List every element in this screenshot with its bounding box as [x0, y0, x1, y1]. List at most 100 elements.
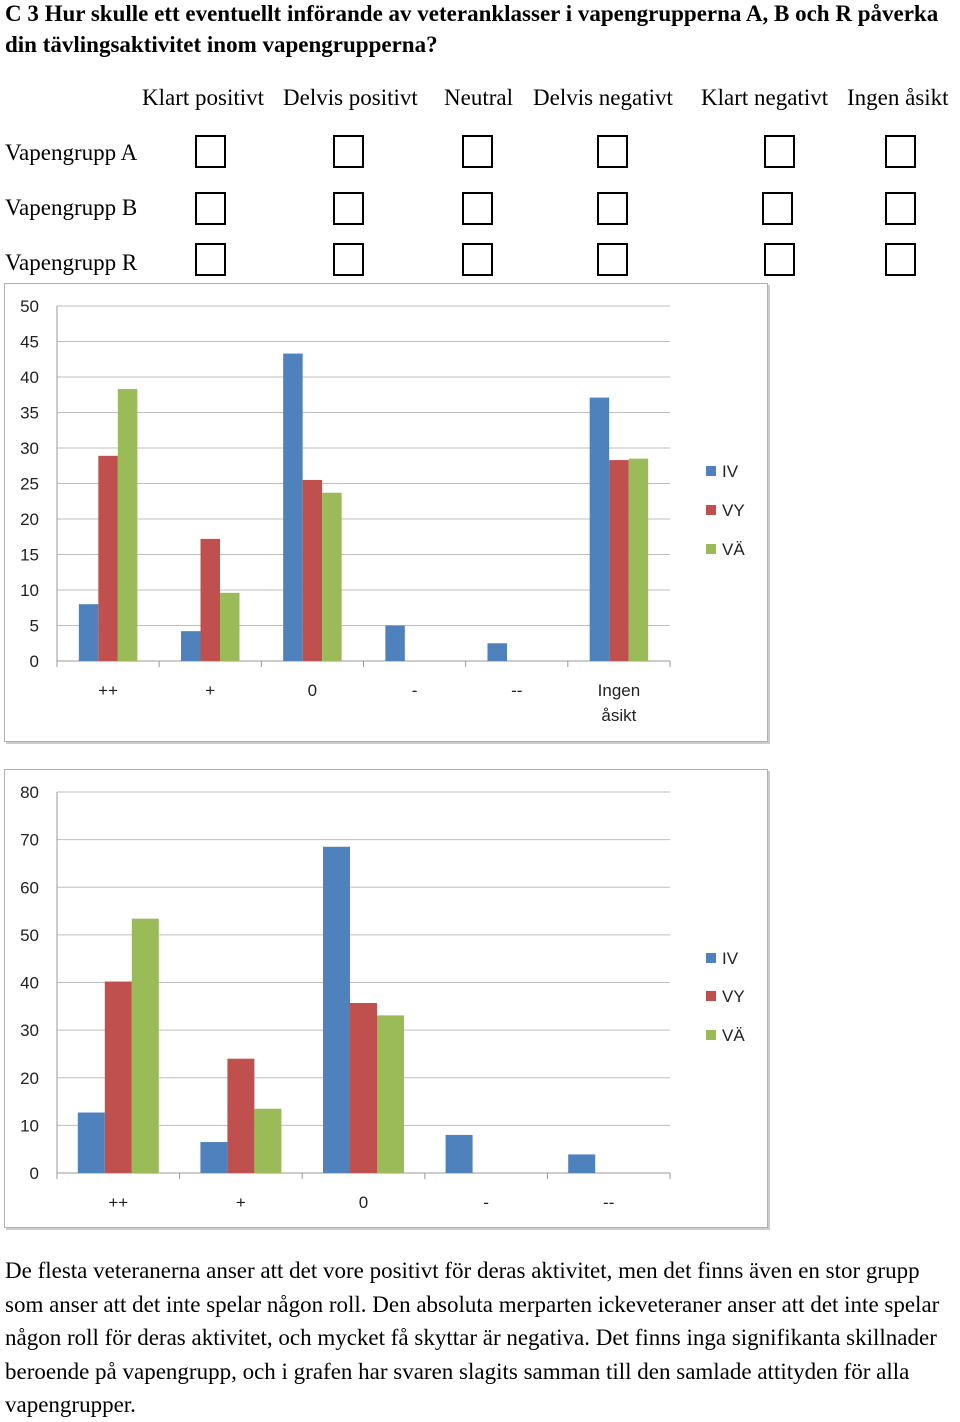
checkbox-b-klart-positivt[interactable]	[195, 192, 226, 225]
y-tick-label: 30	[20, 439, 39, 458]
row-label-vapengrupp-r: Vapengrupp R	[5, 250, 138, 275]
checkbox-a-ingen-asikt[interactable]	[885, 135, 916, 168]
y-tick-label: 5	[30, 617, 39, 636]
bar-chart-by-group: 0 5 10 15 20 25 30 35 40 45 50 ++ +0- -- Ingen åsikt IV V…	[4, 283, 768, 742]
checkbox-r-ingen-asikt[interactable]	[885, 243, 916, 276]
y-tick-label: 45	[20, 333, 39, 352]
y-tick-label: 40	[20, 974, 39, 993]
y-tick-label: 10	[20, 581, 39, 600]
bar-iv-4	[487, 643, 507, 661]
x-category-label: -	[483, 1193, 489, 1212]
x-category-label: -	[412, 681, 418, 700]
x-category-label: ++	[108, 1193, 128, 1212]
checkbox-a-delvis-negativt[interactable]	[597, 135, 628, 168]
bar-vä-2	[322, 492, 342, 661]
bar-vä-0	[131, 918, 159, 1173]
option-label-delvis-positivt: Delvis positivt	[283, 85, 418, 110]
y-tick-label: 70	[20, 831, 39, 850]
x-category-label: ++	[98, 681, 118, 700]
x-category-label: 0	[308, 681, 317, 700]
y-tick-label: 20	[20, 510, 39, 529]
bar-vä-1	[254, 1108, 282, 1173]
y-tick-label: 50	[20, 926, 39, 945]
bar-vy-2	[302, 479, 323, 661]
option-label-klart-positivt: Klart positivt	[142, 85, 265, 110]
bar-vy-0	[98, 455, 118, 661]
checkbox-r-delvis-positivt[interactable]	[333, 243, 364, 276]
bar-iv-5	[589, 397, 610, 661]
bar-iv-0	[78, 604, 99, 661]
checkbox-b-delvis-positivt[interactable]	[333, 192, 364, 225]
question-heading: C 3 Hur skulle ett eventuellt införande …	[5, 1, 939, 57]
legend-label-vy: VY	[722, 987, 745, 1006]
bar-vä-5	[628, 458, 649, 661]
x-category-label: --	[603, 1193, 614, 1212]
legend-label-iv: IV	[722, 949, 739, 968]
option-label-klart-negativt: Klart negativt	[701, 85, 829, 110]
legend-swatch-vy	[706, 991, 716, 1001]
bar-vä-2	[377, 1015, 404, 1173]
option-label-delvis-negativt: Delvis negativt	[533, 85, 673, 110]
checkbox-b-neutral[interactable]	[462, 192, 493, 225]
y-tick-label: 40	[20, 368, 39, 387]
bar-vy-1	[227, 1058, 255, 1173]
bar-vy-2	[350, 1002, 377, 1173]
y-tick-label: 60	[20, 878, 39, 897]
checkbox-a-neutral[interactable]	[462, 135, 493, 168]
checkbox-a-klart-negativt[interactable]	[764, 135, 795, 168]
summary-paragraph: De flesta veteranerna anser att det vore…	[5, 1258, 940, 1418]
y-tick-label: 50	[20, 297, 39, 316]
x-category-label: 0	[359, 1193, 368, 1212]
checkbox-r-neutral[interactable]	[462, 243, 493, 276]
bar-iv-3	[385, 625, 405, 661]
x-category-label: +	[205, 681, 215, 700]
legend-label-vä: VÄ	[722, 1026, 745, 1045]
y-tick-label: 35	[20, 404, 39, 423]
checkbox-r-klart-negativt[interactable]	[764, 243, 795, 276]
x-category-label: --	[511, 681, 522, 700]
y-tick-label: 0	[30, 1164, 39, 1183]
option-label-ingen-asikt: Ingen åsikt	[847, 85, 949, 110]
bar-iv-2	[323, 846, 350, 1173]
legend-swatch-iv	[706, 466, 716, 476]
legend-label-vy: VY	[722, 501, 745, 520]
legend-label-iv: IV	[722, 462, 739, 481]
y-tick-label: 20	[20, 1069, 39, 1088]
y-tick-label: 80	[20, 783, 39, 802]
y-tick-label: 10	[20, 1116, 39, 1135]
x-category-label: Ingen åsikt	[598, 681, 641, 725]
bar-iv-3	[445, 1134, 473, 1173]
bar-iv-4	[568, 1154, 596, 1173]
bar-chart-combined: 0 10 20 30 40 50 60 70 80 ++ +0- -- IV VY VÄ	[4, 769, 768, 1228]
checkbox-r-delvis-negativt[interactable]	[597, 243, 628, 276]
x-category-label: +	[236, 1193, 246, 1212]
bar-vä-0	[117, 389, 138, 661]
legend-swatch-vy	[706, 505, 716, 515]
bar-iv-0	[77, 1112, 105, 1173]
y-tick-label: 0	[30, 652, 39, 671]
bar-iv-1	[200, 1142, 228, 1173]
checkbox-r-klart-positivt[interactable]	[195, 243, 226, 276]
bar-iv-2	[283, 353, 303, 661]
legend-swatch-vä	[706, 1030, 716, 1040]
legend-swatch-vä	[706, 544, 716, 554]
checkbox-b-ingen-asikt[interactable]	[885, 192, 916, 225]
legend-swatch-iv	[706, 953, 716, 963]
row-label-vapengrupp-b: Vapengrupp B	[5, 195, 138, 220]
checkbox-b-delvis-negativt[interactable]	[597, 192, 628, 225]
y-tick-label: 25	[20, 475, 39, 494]
bar-vä-1	[220, 592, 240, 661]
option-label-neutral: Neutral	[444, 85, 513, 110]
bar-vy-1	[200, 538, 220, 661]
y-tick-label: 30	[20, 1021, 39, 1040]
bar-iv-1	[181, 631, 201, 661]
row-label-vapengrupp-a: Vapengrupp A	[5, 140, 138, 165]
checkbox-a-delvis-positivt[interactable]	[333, 135, 364, 168]
checkbox-b-klart-negativt[interactable]	[762, 192, 793, 225]
checkbox-a-klart-positivt[interactable]	[195, 135, 226, 168]
bar-vy-0	[104, 981, 132, 1173]
legend-label-vä: VÄ	[722, 540, 745, 559]
y-tick-label: 15	[20, 546, 39, 565]
